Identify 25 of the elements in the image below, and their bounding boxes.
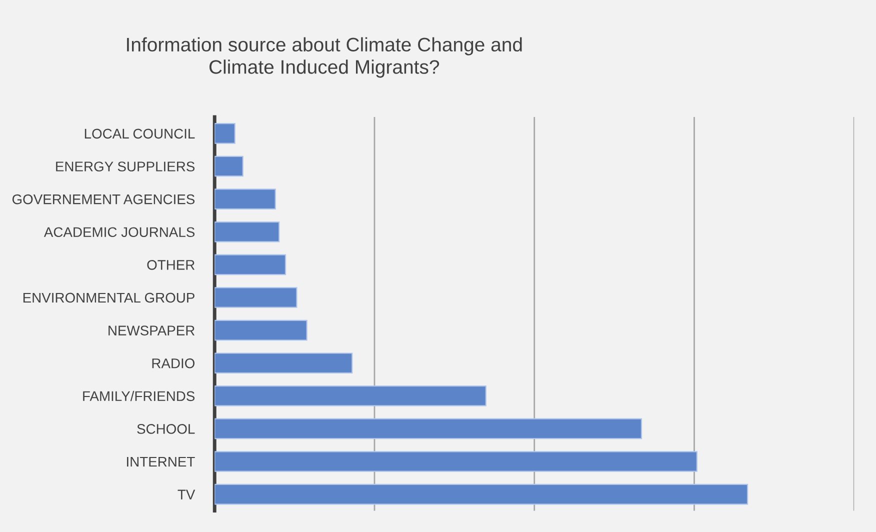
y-tick-label: GOVERNEMENT AGENCIES (12, 194, 195, 204)
y-tick-label: LOCAL COUNCIL (84, 128, 195, 139)
chart-title: Information source about Climate Change and Climate Induced Migrants? (127, 37, 522, 78)
bar (214, 451, 698, 472)
y-tick-label: INTERNET (127, 456, 195, 467)
y-tick-label: ACADEMIC JOURNALS (44, 227, 195, 238)
bar (214, 221, 280, 242)
y-tick-label: FAMILY/FRIENDS (83, 390, 195, 402)
bar (214, 352, 353, 374)
bar (214, 386, 486, 406)
bar (214, 320, 308, 341)
bar (214, 156, 244, 177)
bar (214, 287, 298, 308)
bar (214, 484, 748, 505)
bar (214, 188, 276, 210)
y-tick-label: NEWSPAPER (108, 326, 195, 336)
bar (214, 254, 286, 276)
y-tick-label: RADIO (152, 358, 195, 368)
y-tick-label: ENVIRONMENTAL GROUP (23, 292, 194, 303)
y-tick-label: OTHER (147, 260, 195, 270)
y-tick-label: SCHOOL (137, 424, 195, 434)
bar (214, 418, 642, 440)
y-tick-label: ENERGY SUPPLIERS (56, 162, 195, 172)
y-tick-label: TV (178, 490, 196, 500)
bar (214, 123, 236, 144)
